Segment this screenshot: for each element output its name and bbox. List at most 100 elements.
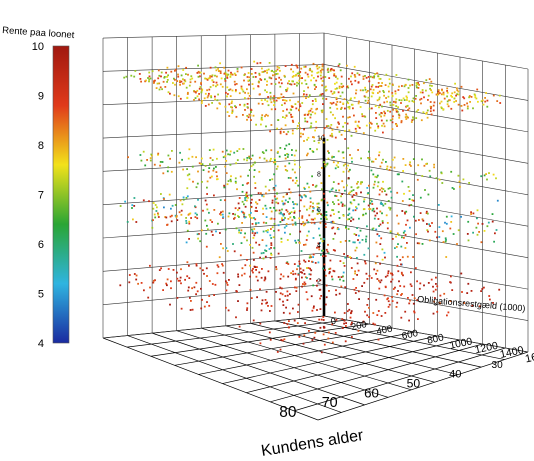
data-point <box>396 191 399 194</box>
data-point <box>353 96 356 99</box>
data-point <box>429 110 432 113</box>
data-point <box>289 177 292 179</box>
data-point <box>396 232 399 235</box>
data-point <box>332 238 335 240</box>
data-point <box>350 323 352 326</box>
data-point <box>246 309 248 311</box>
data-point <box>379 78 382 80</box>
data-point <box>226 73 228 76</box>
data-point <box>282 110 285 112</box>
data-point <box>154 204 157 206</box>
data-point <box>450 221 453 223</box>
data-point <box>301 276 303 279</box>
data-point <box>209 157 212 159</box>
data-point <box>307 221 310 224</box>
data-point <box>215 81 218 84</box>
data-point <box>435 276 437 279</box>
data-point <box>205 267 208 270</box>
data-point <box>206 301 208 303</box>
z-tick-label: 8 <box>317 171 321 178</box>
data-point <box>413 311 416 314</box>
floor-gridline <box>270 343 483 403</box>
floor-gridline <box>317 351 529 421</box>
data-point <box>229 95 232 97</box>
data-point <box>350 157 353 160</box>
data-point <box>430 106 433 108</box>
data-point <box>429 175 432 178</box>
data-point <box>233 217 235 220</box>
data-point <box>483 286 485 289</box>
data-point <box>392 104 395 106</box>
data-point <box>282 99 284 101</box>
data-point <box>321 65 324 68</box>
data-point <box>306 234 309 237</box>
data-point <box>271 178 274 181</box>
data-point <box>351 83 353 86</box>
data-point <box>440 172 443 175</box>
data-point <box>238 92 241 95</box>
data-point <box>239 232 242 234</box>
data-point <box>254 232 257 235</box>
data-point <box>386 167 388 170</box>
data-point <box>387 270 390 273</box>
data-point <box>333 213 335 215</box>
data-point <box>461 109 464 112</box>
data-point <box>316 309 318 311</box>
data-point <box>244 97 246 99</box>
data-point <box>320 318 323 321</box>
data-point <box>362 132 365 134</box>
data-point <box>343 204 346 207</box>
data-point <box>440 93 443 96</box>
data-point <box>292 121 295 123</box>
data-point <box>335 195 338 197</box>
data-point <box>297 184 300 187</box>
data-point <box>258 156 261 159</box>
data-point <box>357 102 360 105</box>
data-point <box>278 209 281 212</box>
data-point <box>321 249 323 252</box>
data-point <box>375 117 378 119</box>
data-point <box>252 251 255 254</box>
data-point <box>443 292 446 295</box>
data-point <box>341 180 344 183</box>
data-point <box>173 77 175 80</box>
data-point <box>265 207 268 210</box>
data-point <box>240 210 243 213</box>
data-point <box>220 77 223 80</box>
data-point <box>246 195 249 197</box>
data-point <box>211 74 214 77</box>
data-point <box>283 202 286 205</box>
back-wall-gridline <box>323 158 529 196</box>
data-point <box>155 87 158 89</box>
data-point <box>333 74 335 77</box>
data-point <box>246 307 249 310</box>
data-point <box>213 209 216 211</box>
data-point <box>454 82 456 85</box>
data-point <box>324 269 326 271</box>
data-point <box>180 74 183 77</box>
data-point <box>198 233 200 235</box>
data-point <box>368 150 370 153</box>
floor-gridline <box>201 327 412 391</box>
data-point <box>258 80 260 83</box>
data-point <box>233 72 236 75</box>
data-point <box>294 74 297 77</box>
data-point <box>439 102 441 105</box>
data-point <box>348 105 351 108</box>
data-point <box>262 257 265 260</box>
colorbar-tick-label: 6 <box>38 239 44 251</box>
data-point <box>234 105 236 107</box>
data-point <box>185 197 188 199</box>
data-point <box>297 100 300 103</box>
data-point <box>284 295 287 297</box>
data-point <box>247 72 250 74</box>
data-point <box>421 91 424 94</box>
data-point <box>220 213 222 216</box>
data-point <box>347 116 349 119</box>
data-point <box>446 103 449 106</box>
data-point <box>193 99 195 101</box>
data-point <box>314 88 316 90</box>
data-point <box>304 65 307 68</box>
data-point <box>133 197 136 199</box>
data-point <box>328 77 331 79</box>
